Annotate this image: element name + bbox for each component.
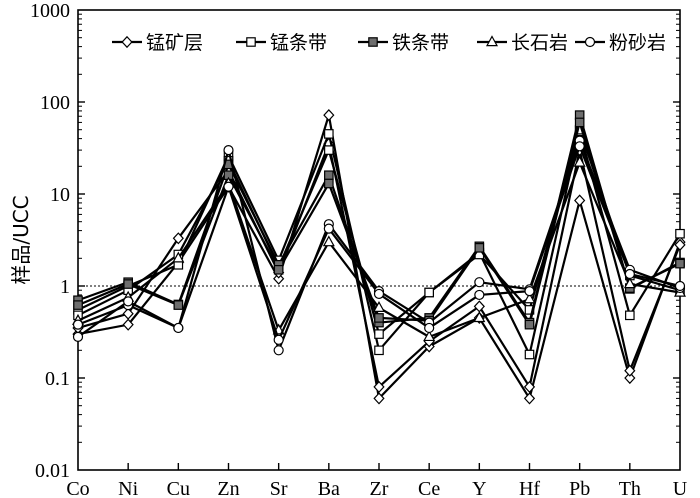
data-point	[473, 311, 486, 323]
data-point	[373, 380, 385, 394]
data-point	[675, 228, 685, 239]
y-tick-label: 0.01	[35, 460, 70, 482]
data-point	[223, 145, 234, 156]
y-tick-label: 100	[40, 92, 70, 114]
data-point	[324, 178, 334, 189]
data-point	[574, 194, 586, 207]
data-point	[523, 380, 536, 394]
legend-label: 粉砂岩	[609, 32, 666, 54]
data-point	[423, 330, 436, 342]
legend-label: 长石岩	[511, 32, 568, 54]
data-point	[72, 331, 84, 342]
data-point	[424, 287, 434, 298]
data-point	[374, 313, 384, 323]
x-tick-label: Ba	[318, 478, 340, 498]
y-tick-label: 1	[60, 276, 70, 298]
x-tick-label: Ni	[118, 478, 138, 498]
data-point	[323, 223, 334, 234]
data-point	[573, 155, 586, 167]
data-point	[624, 364, 636, 377]
data-point	[574, 141, 585, 152]
data-point	[324, 145, 334, 155]
legend-entry: 锰条带	[236, 32, 327, 54]
legend-marker	[485, 35, 499, 47]
legend-entry: 粉砂岩	[575, 32, 666, 54]
legend-label: 锰矿层	[146, 32, 203, 54]
data-point	[373, 392, 385, 405]
legend: 锰矿层 锰条带 铁条带 长石岩 粉砂岩	[112, 32, 666, 54]
data-point	[123, 279, 133, 289]
y-tick-label: 1000	[30, 0, 70, 22]
data-point	[674, 280, 686, 292]
data-point	[374, 329, 384, 339]
data-point	[73, 300, 83, 310]
data-point	[524, 319, 535, 330]
data-point	[674, 238, 686, 251]
x-tick-label: Sr	[270, 478, 288, 498]
data-point	[424, 322, 435, 334]
data-point	[172, 251, 185, 263]
legend-entry: 铁条带	[358, 32, 449, 54]
x-tick-label: Y	[472, 478, 486, 498]
x-tick-label: Th	[619, 478, 641, 498]
data-point	[324, 129, 334, 139]
data-point	[223, 181, 234, 192]
legend-entry: 锰矿层	[112, 32, 203, 54]
data-point	[624, 268, 635, 280]
data-point	[173, 322, 184, 334]
data-point	[623, 277, 636, 289]
series-5	[72, 135, 686, 356]
data-point	[172, 232, 184, 245]
x-tick-label: Zr	[370, 478, 389, 498]
data-point	[574, 117, 585, 128]
data-point	[173, 300, 184, 310]
x-tick-label: Co	[66, 478, 89, 498]
data-point	[474, 289, 485, 301]
y-tick-label: 10	[50, 184, 70, 206]
series-group	[71, 109, 687, 405]
data-point	[322, 235, 335, 247]
x-tick-label: U	[673, 478, 688, 498]
x-tick-label: Hf	[519, 478, 540, 498]
data-point	[273, 264, 284, 275]
data-point	[625, 310, 635, 321]
data-point	[273, 272, 285, 285]
data-point	[373, 288, 385, 300]
data-point	[123, 296, 134, 307]
series-1	[72, 109, 686, 405]
legend-marker	[368, 37, 378, 47]
data-point	[524, 286, 535, 297]
data-point	[523, 392, 536, 405]
data-point	[72, 319, 84, 330]
data-point	[122, 307, 134, 320]
data-point	[675, 258, 685, 269]
data-point	[372, 301, 386, 312]
data-point	[523, 292, 536, 304]
x-tick-label: Ce	[418, 478, 440, 498]
x-tick-label: Cu	[167, 478, 190, 498]
data-point	[624, 371, 636, 385]
data-point	[324, 170, 334, 181]
data-point	[323, 109, 335, 122]
tick-labels: 0.01 0.1 1 10 100 1000 Co Ni Cu Zn Sr Ba Zr Ce Y Hf Pb Th…	[30, 0, 688, 498]
y-axis-label: 样品/UCC	[9, 195, 33, 284]
data-point	[273, 345, 284, 356]
data-point	[524, 349, 535, 360]
data-point	[374, 345, 384, 356]
legend-label: 铁条带	[392, 32, 449, 54]
legend-entry: 长石岩	[477, 32, 568, 54]
data-point	[474, 277, 485, 288]
data-point	[474, 243, 485, 253]
data-point	[273, 334, 284, 345]
x-tick-label: Pb	[569, 478, 590, 498]
data-point	[122, 318, 134, 331]
y-tick-label: 0.1	[45, 368, 70, 390]
legend-marker	[246, 37, 256, 47]
legend-marker	[584, 36, 596, 48]
legend-label: 锰条带	[270, 32, 327, 54]
legend-marker	[121, 35, 133, 49]
x-tick-label: Zn	[217, 478, 239, 498]
